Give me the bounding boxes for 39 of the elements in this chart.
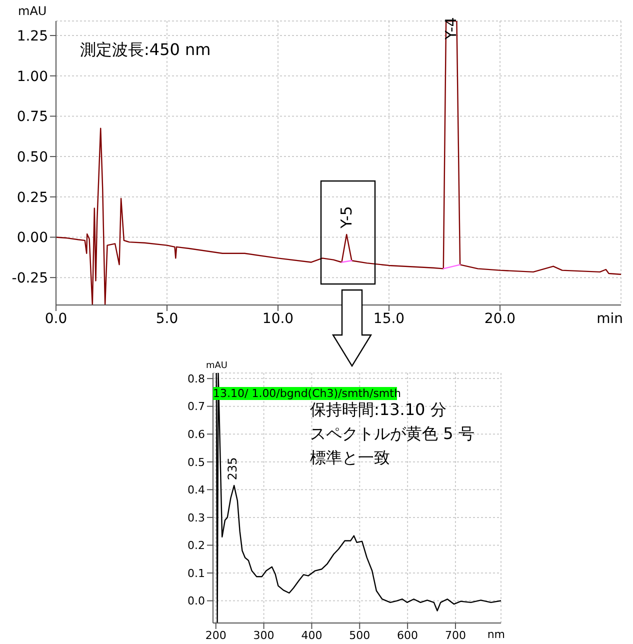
- y-tick-label: 0.1: [188, 566, 205, 580]
- x-axis-title: min: [596, 311, 623, 327]
- y-tick-label: 0.5: [188, 456, 205, 469]
- y-tick-label: 0.6: [188, 428, 205, 442]
- y-axis-title: mAU: [206, 361, 228, 371]
- y-tick-label: 0.2: [188, 539, 205, 552]
- y-tick-label: 0.25: [16, 190, 48, 206]
- x-axis-title: nm: [487, 628, 505, 641]
- x-tick-label: 5.0: [156, 310, 178, 327]
- x-tick-label: 600: [397, 628, 418, 642]
- y-tick-label: 0.7: [188, 400, 205, 414]
- x-tick-label: 0.0: [44, 310, 68, 327]
- annotation: Y-5: [338, 206, 356, 230]
- y-tick-label: 0.50: [16, 150, 48, 166]
- y-tick-label: 0.0: [188, 594, 205, 608]
- annotation: 測定波長:450 nm: [80, 40, 211, 60]
- x-tick-label: 400: [301, 628, 322, 642]
- y-tick-label: 0.4: [188, 484, 205, 497]
- annotation: 235: [225, 457, 240, 480]
- y-tick-label: 0.00: [16, 230, 48, 246]
- x-tick-label: 15.0: [373, 310, 405, 327]
- annotation: スペクトルが黄色 5 号: [310, 424, 474, 444]
- annotation: Y-4: [442, 17, 460, 41]
- y-tick-label: 0.8: [188, 372, 205, 386]
- x-tick-label: 20.0: [484, 310, 516, 327]
- x-tick-label: 500: [349, 628, 370, 642]
- y-tick-label: 1.00: [16, 68, 48, 85]
- x-tick-label: 700: [444, 628, 466, 642]
- x-tick-label: 10.0: [262, 310, 294, 327]
- annotation: 標準と一致: [310, 448, 390, 468]
- y-tick-label: -0.25: [12, 270, 48, 287]
- y-tick-label: 0.75: [16, 109, 48, 126]
- x-tick-label: 200: [205, 628, 226, 642]
- x-tick-label: 300: [253, 628, 274, 642]
- y-tick-label: 0.3: [188, 511, 205, 524]
- annotation: 保持時間:13.10 分: [310, 400, 446, 420]
- line-series: [216, 373, 501, 623]
- y-axis-title: mAU: [18, 4, 47, 18]
- y-tick-label: 1.25: [16, 28, 48, 44]
